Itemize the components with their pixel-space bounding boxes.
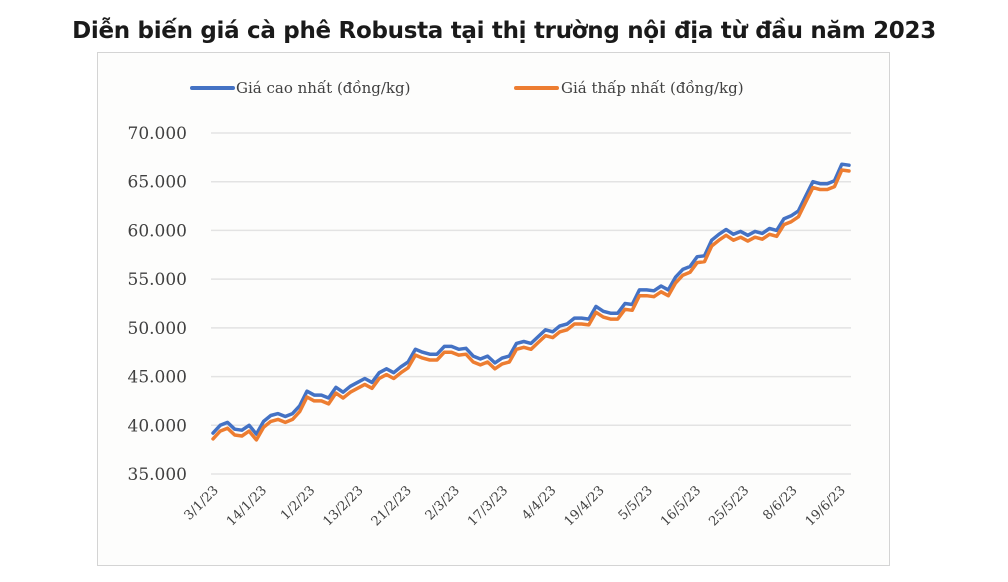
x-tick-label: 21/2/23 [369,483,415,529]
x-tick-label: 13/2/23 [320,483,366,529]
y-axis: 70.000 65.000 60.000 55.000 50.000 45.000 40.0… [128,124,187,485]
series-line-high [211,162,851,436]
y-tick-label: 60.000 [128,221,187,241]
gridlines [211,132,851,475]
x-tick-label: 5/5/23 [616,483,656,523]
series-line-low [211,168,851,442]
line-chart: 70.000 65.000 60.000 55.000 50.000 45.000 40.0… [128,79,851,529]
legend-label-high: Giá cao nhất (đồng/kg) [236,79,410,97]
y-tick-label: 45.000 [128,368,187,388]
x-tick-label: 8/6/23 [760,483,800,523]
y-tick-label: 40.000 [128,416,187,436]
x-tick-label: 1/2/23 [278,483,318,523]
legend: Giá cao nhất (đồng/kg) Giá thấp nhất (đồ… [190,79,744,97]
x-tick-label: 19/6/23 [803,483,849,529]
x-axis: 3/1/23 14/1/23 1/2/23 13/2/23 21/2/23 2/3/23 1… [182,483,849,529]
y-tick-label: 65.000 [128,173,187,193]
x-tick-label: 2/3/23 [423,483,463,523]
x-tick-label: 17/3/23 [465,483,511,529]
legend-label-low: Giá thấp nhất (đồng/kg) [561,79,744,97]
y-tick-label: 50.000 [128,319,187,339]
chart-title: Diễn biến giá cà phê Robusta tại thị trư… [72,18,936,44]
y-tick-label: 55.000 [128,270,187,290]
x-tick-label: 19/4/23 [562,483,608,529]
x-tick-label: 16/5/23 [658,483,704,529]
x-tick-label: 3/1/23 [182,483,222,523]
x-tick-label: 14/1/23 [224,483,270,529]
chart-area: 70.000 65.000 60.000 55.000 50.000 45.000 40.0… [97,52,890,566]
series-lines [211,162,851,442]
x-tick-label: 4/4/23 [519,483,559,523]
y-tick-label: 70.000 [128,124,187,144]
y-tick-label: 35.000 [128,465,187,485]
x-tick-label: 25/5/23 [706,483,752,529]
